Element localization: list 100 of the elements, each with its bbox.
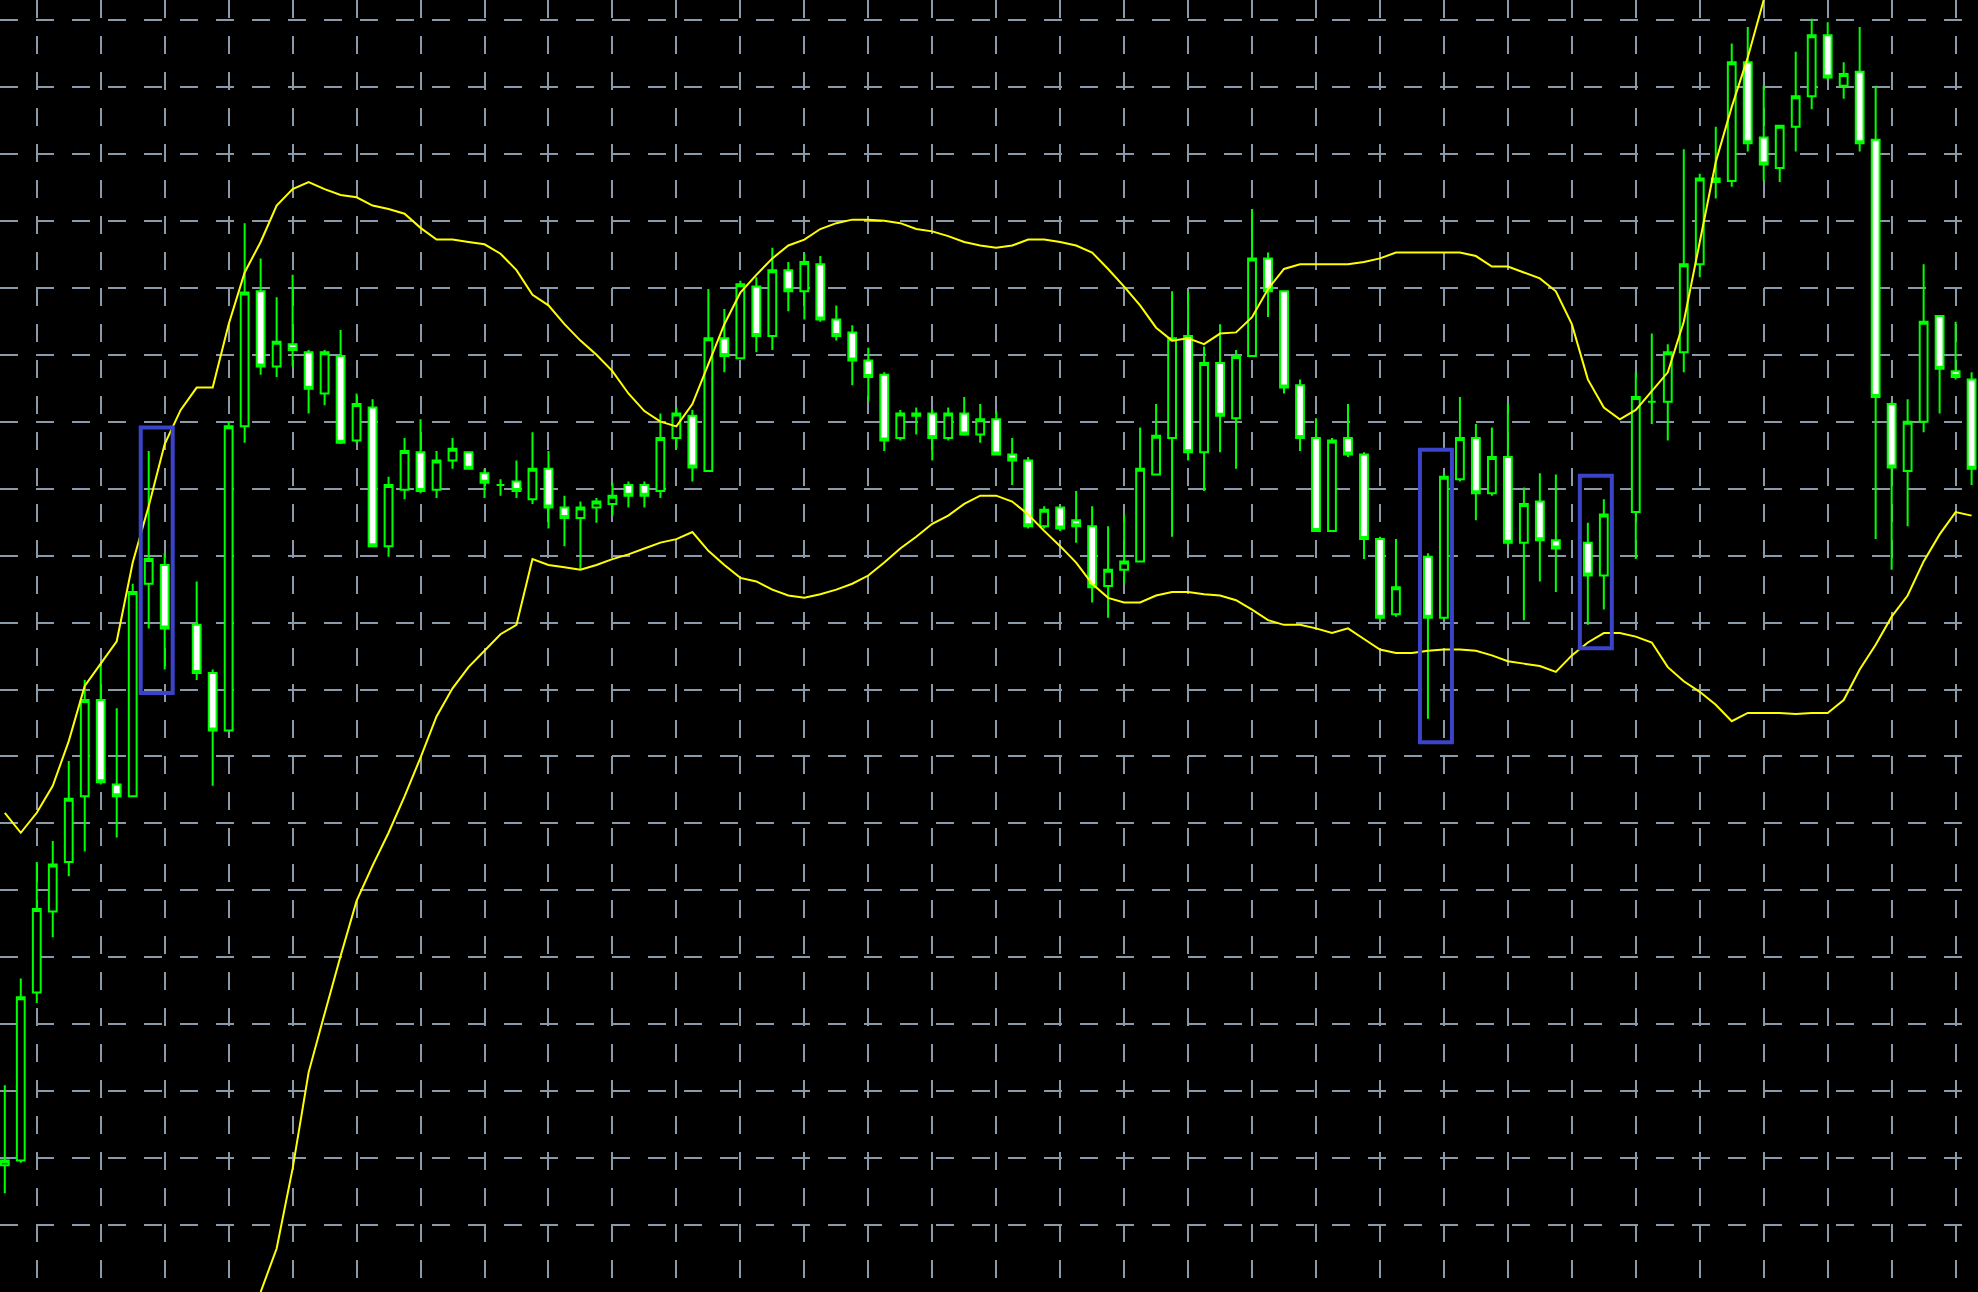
candlestick xyxy=(1455,396,1465,483)
candlestick xyxy=(495,478,506,497)
candlestick xyxy=(1486,426,1497,497)
candlestick xyxy=(991,410,1002,456)
candlestick xyxy=(31,861,42,1005)
candlestick xyxy=(623,480,634,509)
candlestick xyxy=(1838,61,1849,100)
candlestick xyxy=(287,273,298,368)
candlestick xyxy=(255,257,266,376)
candlestick xyxy=(1630,371,1641,561)
candlestick xyxy=(159,552,170,671)
candlestick xyxy=(223,420,234,732)
candlestick xyxy=(895,408,906,442)
candlestick xyxy=(1359,451,1369,561)
candlestick xyxy=(191,580,202,682)
candlestick xyxy=(1055,505,1066,532)
candlestick xyxy=(1231,349,1241,470)
candlestick xyxy=(79,679,90,853)
candlestick xyxy=(367,398,378,548)
candlestick xyxy=(607,481,618,517)
candlestick xyxy=(319,349,330,407)
candlestick xyxy=(1071,489,1082,544)
candlestick xyxy=(863,346,874,403)
candlestick xyxy=(143,450,154,630)
candlestick xyxy=(719,307,730,374)
candlestick xyxy=(1295,378,1305,453)
candlestick xyxy=(1950,320,1961,381)
candlestick xyxy=(1343,403,1353,458)
candlestick xyxy=(1966,371,1977,487)
candlestick xyxy=(303,349,314,415)
candlestick xyxy=(1646,332,1657,426)
candlestick xyxy=(735,279,746,360)
candlestick xyxy=(1710,125,1721,200)
candlestick xyxy=(271,296,282,379)
candlestick xyxy=(975,403,986,444)
candlestick xyxy=(239,222,250,444)
candlestick xyxy=(1502,403,1513,546)
candlestick xyxy=(335,329,346,445)
candlestick xyxy=(559,494,570,548)
candlestick xyxy=(1439,472,1449,622)
candlestick xyxy=(1822,21,1833,81)
candlestick xyxy=(95,662,106,786)
candlestick xyxy=(815,255,826,323)
candlestick xyxy=(655,412,666,499)
candlestick xyxy=(111,707,122,839)
candlestick xyxy=(767,246,778,352)
candlestick xyxy=(1151,403,1162,476)
candlestick xyxy=(1199,345,1209,492)
candlestick xyxy=(399,437,410,501)
candlestick xyxy=(575,500,586,571)
candlestick xyxy=(1215,323,1225,454)
candlestick xyxy=(1678,148,1689,374)
candlestick xyxy=(1582,521,1593,626)
candlestick xyxy=(1103,525,1114,619)
candlestick xyxy=(1039,505,1050,530)
candlestick xyxy=(1790,50,1801,153)
candlestick xyxy=(1423,552,1433,720)
candlestick xyxy=(127,582,138,798)
candlestick xyxy=(1934,314,1945,415)
candlestick xyxy=(927,408,938,462)
candlestick xyxy=(463,451,474,470)
candlestick xyxy=(1758,84,1769,182)
candlestick xyxy=(783,260,794,313)
candlestick xyxy=(447,437,458,470)
candlestick xyxy=(383,475,394,558)
candlestick xyxy=(1247,208,1257,357)
candlestick xyxy=(1806,17,1817,111)
candlestick xyxy=(703,287,714,472)
candlestick xyxy=(671,406,682,450)
candlestick xyxy=(1742,26,1753,153)
candlestick xyxy=(639,480,650,509)
candlestick xyxy=(1327,437,1337,534)
candlestick xyxy=(1470,423,1481,522)
candlestick xyxy=(207,668,218,787)
candlestick xyxy=(591,497,602,524)
candlestick xyxy=(511,459,522,499)
candlestick xyxy=(943,406,954,442)
candlestick xyxy=(1598,498,1609,611)
candlestick xyxy=(1279,290,1289,395)
candlestick xyxy=(1886,400,1897,571)
candlestick xyxy=(1870,84,1881,541)
candlestick xyxy=(351,392,362,444)
candlestick xyxy=(1534,472,1545,583)
candlestick xyxy=(799,252,810,321)
candlestick xyxy=(1119,513,1130,585)
candlestick xyxy=(1854,26,1865,153)
candlestick xyxy=(847,324,858,387)
candlestick xyxy=(479,467,490,499)
candlestick xyxy=(431,450,442,499)
candlestick xyxy=(879,371,890,453)
candlestick xyxy=(1183,290,1193,462)
candlestick xyxy=(1662,343,1673,442)
candlestick xyxy=(15,977,26,1164)
candlestick xyxy=(1902,398,1913,528)
candlestick xyxy=(1135,426,1146,563)
candlestick xyxy=(1918,263,1929,434)
candlestick xyxy=(1263,251,1273,319)
candlestick xyxy=(687,408,698,483)
candlestick xyxy=(831,304,842,342)
candlestick xyxy=(1023,455,1034,530)
